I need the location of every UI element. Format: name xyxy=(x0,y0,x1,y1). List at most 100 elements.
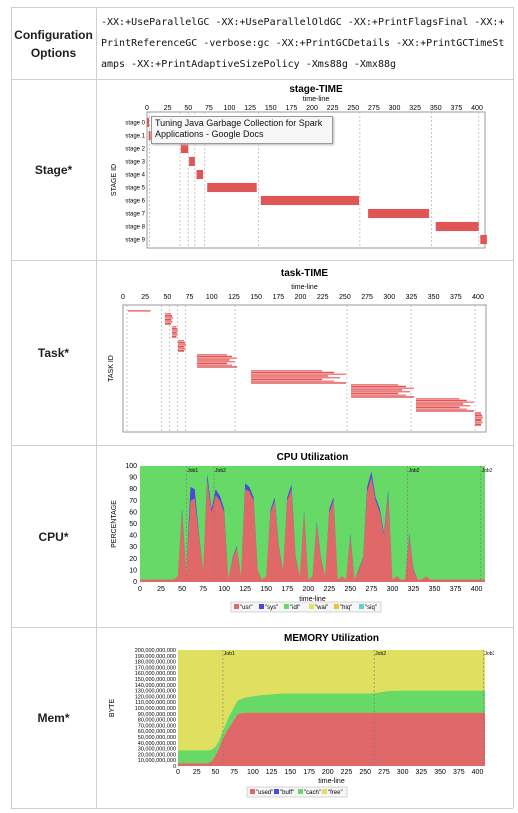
legend-swatch xyxy=(284,604,289,609)
x-tick-label: 350 xyxy=(428,294,440,301)
x-axis-label: time-line xyxy=(318,778,345,785)
plot-area xyxy=(122,304,487,433)
y-tick-label: 70 xyxy=(129,498,137,505)
x-tick-label: 275 xyxy=(378,769,390,776)
task-bar xyxy=(416,399,467,402)
task-bar xyxy=(172,332,177,334)
y-tick-label: 20 xyxy=(129,556,137,563)
y-tick-label: stage 9 xyxy=(125,238,145,244)
x-tick-label: 50 xyxy=(184,105,192,112)
task-row-label: Task* xyxy=(37,346,70,360)
stage-bar xyxy=(148,130,151,141)
x-tick-label: 25 xyxy=(193,769,201,776)
x-tick-label: 400 xyxy=(471,105,483,112)
y-tick-label: 80 xyxy=(129,486,137,493)
x-tick-label: 150 xyxy=(250,294,262,301)
task-bar xyxy=(416,406,460,409)
x-tick-label: 275 xyxy=(366,586,378,593)
x-tick-label: 325 xyxy=(406,294,418,301)
x-tick-label: 150 xyxy=(260,586,272,593)
x-tick-label: 125 xyxy=(244,105,256,112)
task-bar xyxy=(197,361,235,363)
task-bar xyxy=(475,412,481,415)
task-bar xyxy=(351,391,411,393)
x-tick-label: 75 xyxy=(186,294,194,301)
x-tick-label: 25 xyxy=(141,294,149,301)
stage-bar xyxy=(368,208,430,219)
stage-bar xyxy=(196,169,204,180)
y-tick-label: 10,000,000,000 xyxy=(138,758,176,764)
x-tick-label: 100 xyxy=(224,105,236,112)
stage-bar xyxy=(147,117,149,128)
legend-entry: "used" xyxy=(256,790,273,796)
task-bar xyxy=(351,385,407,388)
memory-utilization-chart: MEMORY Utilization BYTE 010,000,000,00020,… xyxy=(109,633,494,798)
x-tick-label: 225 xyxy=(317,294,329,301)
legend-swatch xyxy=(298,789,303,794)
x-tick-label: 75 xyxy=(205,105,213,112)
x-tick-label: 150 xyxy=(284,769,296,776)
x-tick-label: 225 xyxy=(327,105,339,112)
task-bar xyxy=(197,357,237,359)
x-tick-label: 150 xyxy=(265,105,277,112)
task-bar xyxy=(251,377,341,379)
task-bar xyxy=(197,362,227,365)
task-bar xyxy=(351,392,399,395)
legend-entry: "wai" xyxy=(315,605,328,611)
x-tick-label: 100 xyxy=(247,769,259,776)
x-tick-label: 300 xyxy=(389,105,401,112)
task-bar xyxy=(416,401,474,403)
y-tick-label: stage 7 xyxy=(125,212,145,218)
task-bar xyxy=(172,330,178,332)
y-tick-label: 50,000,000,000 xyxy=(138,735,176,741)
chart-title: MEMORY Utilization xyxy=(284,633,379,644)
task-bar xyxy=(351,396,414,398)
task-bar xyxy=(475,419,482,422)
y-tick-label: 60,000,000,000 xyxy=(138,729,176,735)
table-border xyxy=(11,79,513,80)
legend-swatch xyxy=(334,604,339,609)
x-tick-label: 350 xyxy=(430,105,442,112)
legend-swatch xyxy=(259,604,264,609)
legend-entry: "sys" xyxy=(265,605,278,611)
x-tick-label: 50 xyxy=(178,586,186,593)
x-tick-label: 50 xyxy=(163,294,171,301)
y-tick-label: 30 xyxy=(129,544,137,551)
table-border xyxy=(11,260,513,261)
task-bar xyxy=(178,340,184,342)
y-tick-label: 0 xyxy=(173,764,176,770)
stage-bar xyxy=(207,182,257,193)
job-label: Job3 xyxy=(482,468,492,474)
y-tick-label: 20,000,000,000 xyxy=(138,752,176,758)
x-tick-label: 100 xyxy=(218,586,230,593)
y-tick-label: 70,000,000,000 xyxy=(138,723,176,729)
legend-entry: "hiq" xyxy=(340,605,352,611)
task-bar xyxy=(178,342,185,344)
task-bar xyxy=(416,403,464,405)
legend-swatch xyxy=(234,604,239,609)
y-tick-label: stage 2 xyxy=(125,147,145,153)
task-bar xyxy=(165,319,172,321)
task-bar xyxy=(251,370,323,372)
y-tick-label: 130,000,000,000 xyxy=(135,689,176,695)
x-axis-label: time-line xyxy=(291,284,318,291)
x-tick-label: 325 xyxy=(408,586,420,593)
x-tick-label: 375 xyxy=(453,769,465,776)
table-border xyxy=(513,7,514,808)
x-tick-label: 250 xyxy=(347,105,359,112)
task-bar xyxy=(172,326,177,328)
stage-row-label: Stage* xyxy=(34,163,73,177)
config-label: Configuration Options xyxy=(14,27,93,60)
series-area xyxy=(178,690,485,764)
table-border xyxy=(11,7,513,8)
x-tick-label: 275 xyxy=(361,294,373,301)
y-tick-label: 150,000,000,000 xyxy=(135,677,176,683)
task-bar xyxy=(416,398,460,400)
task-bar xyxy=(351,389,403,391)
x-tick-label: 175 xyxy=(272,294,284,301)
x-tick-label: 0 xyxy=(121,294,125,301)
y-tick-label: 180,000,000,000 xyxy=(135,660,176,666)
legend-swatch xyxy=(250,789,255,794)
x-tick-label: 75 xyxy=(199,586,207,593)
x-tick-label: 400 xyxy=(472,294,484,301)
